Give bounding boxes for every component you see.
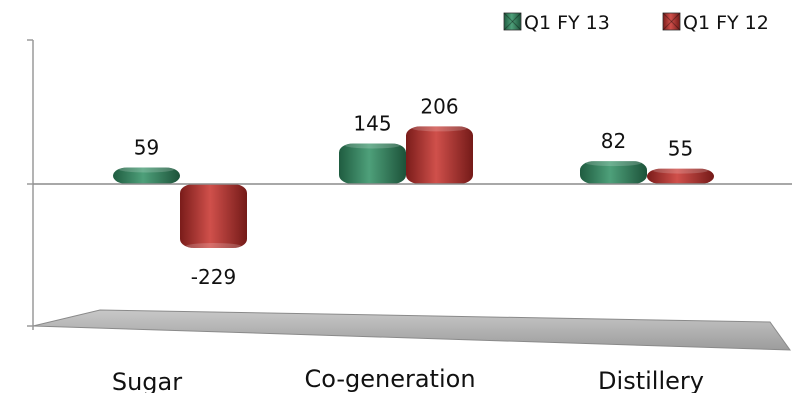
data-label-sugar-q1-fy-13: 59 [134,136,159,160]
legend-swatch-bevel [662,12,681,31]
bar-highlight [412,125,467,132]
legend-label: Q1 FY 13 [524,12,610,34]
bar-body [180,184,247,248]
bar-distillery-q1-fy-12 [647,167,714,184]
category-labels-layer: Sugar Co-generation Distillery [112,365,704,393]
category-label-distillery: Distillery [598,367,704,393]
bar-body [580,161,647,184]
bar-highlight [186,243,241,249]
bar-highlight [119,166,174,173]
data-label-sugar-q1-fy-12: -229 [191,265,236,289]
bar-body [113,167,180,184]
bars-layer [113,125,714,249]
legend-swatch-bevel [662,12,681,31]
legend-swatch [662,12,681,31]
legend-swatch [503,12,522,31]
bar-highlight [653,167,708,174]
chart-floor [32,309,791,351]
bar-body [339,143,406,184]
bar-co-generation-q1-fy-12 [406,125,473,184]
legend: Q1 FY 13 Q1 FY 12 [503,12,769,34]
data-label-co-generation-q1-fy-13: 145 [353,111,391,135]
legend-item-q1-fy-12: Q1 FY 12 [662,12,769,34]
bar-highlight [586,160,641,167]
legend-item-q1-fy-13: Q1 FY 13 [503,12,610,34]
category-label-co-generation: Co-generation [304,365,475,393]
category-label-sugar: Sugar [112,368,182,393]
data-label-distillery-q1-fy-13: 82 [601,129,626,153]
legend-swatch-bevel [503,12,522,31]
bar-highlight [345,142,400,149]
legend-swatch-bevel [503,12,522,31]
legend-label: Q1 FY 12 [683,12,769,34]
bar-distillery-q1-fy-13 [580,160,647,184]
bar-body [647,168,714,184]
data-labels-layer: 59 -229 145 206 82 55 [134,94,693,289]
bar-co-generation-q1-fy-13 [339,142,406,184]
bar-sugar-q1-fy-13 [113,166,180,184]
data-label-distillery-q1-fy-12: 55 [668,137,693,161]
data-label-co-generation-q1-fy-12: 206 [420,94,458,118]
bar-body [406,126,473,184]
bar-sugar-q1-fy-12 [180,184,247,249]
